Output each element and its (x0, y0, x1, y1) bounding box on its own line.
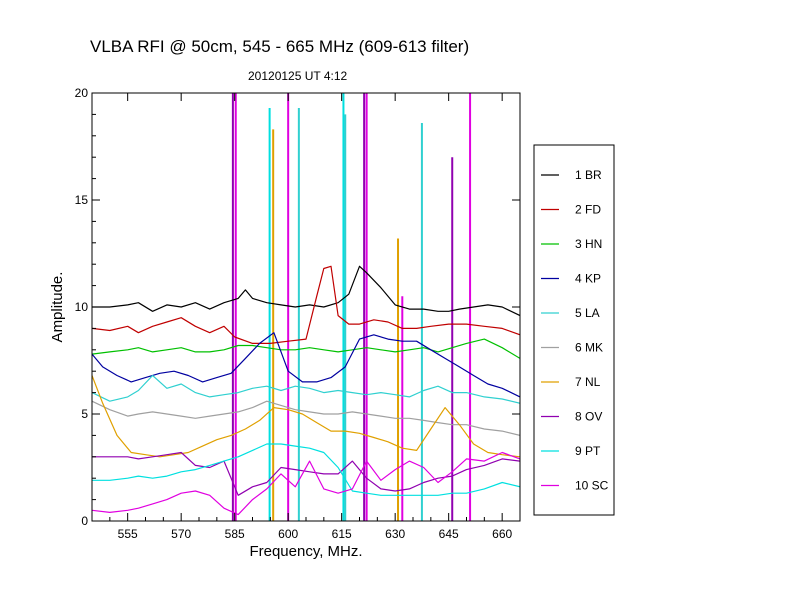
legend-box (533, 144, 615, 516)
legend-label-3: 3 HN (575, 237, 602, 251)
legend-label-7: 7 NL (575, 375, 601, 389)
series-line-10 (92, 451, 520, 516)
series-layer (92, 265, 520, 516)
y-tick-label-10: 10 (75, 300, 89, 314)
y-tick-label-5: 5 (81, 407, 88, 421)
series-line-5 (92, 374, 520, 404)
spikes-layer (231, 93, 472, 521)
legend-label-9: 9 PT (575, 444, 601, 458)
y-tick-label-0: 0 (81, 514, 88, 528)
chart-title: VLBA RFI @ 50cm, 545 - 665 MHz (609-613 … (90, 37, 469, 56)
legend-label-5: 5 LA (575, 306, 600, 320)
x-tick-label-660: 660 (492, 527, 512, 541)
x-tick-label-645: 645 (439, 527, 459, 541)
chart-subtitle: 20120125 UT 4:12 (248, 69, 348, 83)
series-line-6 (92, 400, 520, 436)
x-tick-label-555: 555 (118, 527, 138, 541)
legend-label-4: 4 KP (575, 272, 601, 286)
series-line-4 (92, 332, 520, 398)
x-tick-label-615: 615 (332, 527, 352, 541)
y-tick-label-15: 15 (75, 193, 89, 207)
series-line-8 (92, 451, 520, 496)
series-line-3 (92, 338, 520, 359)
legend-label-6: 6 MK (575, 341, 603, 355)
x-tick-label-630: 630 (385, 527, 405, 541)
y-axis-label: Amplitude. (49, 272, 66, 343)
series-line-7 (92, 375, 520, 458)
axes-layer: 555 570 585 600 615 630 645 660 0 5 10 15 20 (75, 86, 521, 541)
x-axis-label: Frequency, MHz. (249, 543, 362, 560)
series-line-1 (92, 265, 520, 317)
x-tick-label-600: 600 (278, 527, 298, 541)
legend-label-2: 2 FD (575, 203, 601, 217)
series-line-2 (92, 265, 520, 344)
legend-label-1: 1 BR (575, 168, 602, 182)
legend-label-10: 10 SC (575, 479, 609, 493)
series-line-9 (92, 443, 520, 496)
y-tick-label-20: 20 (75, 86, 89, 100)
legend: 1 BR 2 FD 3 HN 4 KP 5 LA 6 MK 7 NL 8 OV 9 PT 10 S… (541, 168, 609, 493)
legend-label-8: 8 OV (575, 410, 602, 424)
x-tick-label-570: 570 (171, 527, 191, 541)
x-tick-label-585: 585 (225, 527, 245, 541)
